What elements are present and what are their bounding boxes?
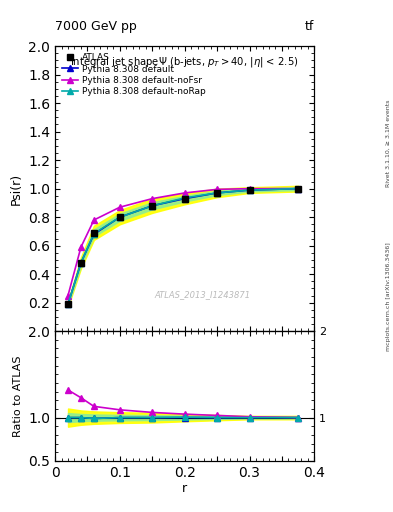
Pythia 8.308 default <box>247 187 252 193</box>
Line: Pythia 8.308 default-noRap: Pythia 8.308 default-noRap <box>65 186 301 307</box>
Line: Pythia 8.308 default-noFsr: Pythia 8.308 default-noFsr <box>65 186 301 298</box>
Pythia 8.308 default <box>79 260 83 266</box>
Text: 7000 GeV pp: 7000 GeV pp <box>55 20 137 33</box>
ATLAS <box>92 230 96 236</box>
Pythia 8.308 default-noFsr <box>150 196 155 202</box>
Pythia 8.308 default-noFsr <box>296 185 301 191</box>
Text: ATLAS_2013_I1243871: ATLAS_2013_I1243871 <box>155 290 251 299</box>
Pythia 8.308 default-noRap <box>118 214 122 220</box>
X-axis label: r: r <box>182 482 187 496</box>
ATLAS <box>118 214 122 220</box>
Pythia 8.308 default-noRap <box>182 195 187 201</box>
Pythia 8.308 default-noFsr <box>118 204 122 210</box>
Y-axis label: Ratio to ATLAS: Ratio to ATLAS <box>13 355 23 437</box>
Pythia 8.308 default-noRap <box>150 203 155 209</box>
Pythia 8.308 default-noFsr <box>215 186 220 193</box>
ATLAS <box>79 260 83 266</box>
Pythia 8.308 default <box>215 190 220 196</box>
Pythia 8.308 default <box>66 301 70 307</box>
Pythia 8.308 default-noRap <box>66 301 70 307</box>
Text: Rivet 3.1.10, ≥ 3.1M events: Rivet 3.1.10, ≥ 3.1M events <box>386 100 391 187</box>
Y-axis label: Psi(r): Psi(r) <box>9 173 22 205</box>
Pythia 8.308 default <box>296 185 301 191</box>
Pythia 8.308 default <box>118 214 122 220</box>
Pythia 8.308 default <box>182 196 187 202</box>
Pythia 8.308 default-noFsr <box>182 190 187 196</box>
Pythia 8.308 default-noRap <box>92 230 96 237</box>
Text: tf: tf <box>305 20 314 33</box>
Pythia 8.308 default-noRap <box>215 190 220 196</box>
ATLAS <box>215 190 220 196</box>
Pythia 8.308 default-noRap <box>79 260 83 266</box>
Pythia 8.308 default-noFsr <box>247 185 252 191</box>
Line: Pythia 8.308 default: Pythia 8.308 default <box>65 186 301 307</box>
ATLAS <box>150 203 155 209</box>
Text: Integral jet shape$\Psi$ (b-jets, $p_T$$>$40, $|\eta|$ < 2.5): Integral jet shape$\Psi$ (b-jets, $p_T$$… <box>70 55 299 69</box>
ATLAS <box>66 301 70 307</box>
Pythia 8.308 default-noFsr <box>92 217 96 223</box>
Pythia 8.308 default-noFsr <box>79 244 83 250</box>
ATLAS <box>182 196 187 202</box>
Pythia 8.308 default-noRap <box>296 185 301 191</box>
ATLAS <box>296 185 301 191</box>
Pythia 8.308 default <box>92 231 96 238</box>
Legend: ATLAS, Pythia 8.308 default, Pythia 8.308 default-noFsr, Pythia 8.308 default-no: ATLAS, Pythia 8.308 default, Pythia 8.30… <box>59 51 209 99</box>
Pythia 8.308 default-noRap <box>247 187 252 193</box>
ATLAS <box>247 187 252 193</box>
Line: ATLAS: ATLAS <box>64 185 302 308</box>
Text: mcplots.cern.ch [arXiv:1306.3436]: mcplots.cern.ch [arXiv:1306.3436] <box>386 243 391 351</box>
Pythia 8.308 default-noFsr <box>66 292 70 298</box>
Pythia 8.308 default <box>150 203 155 209</box>
